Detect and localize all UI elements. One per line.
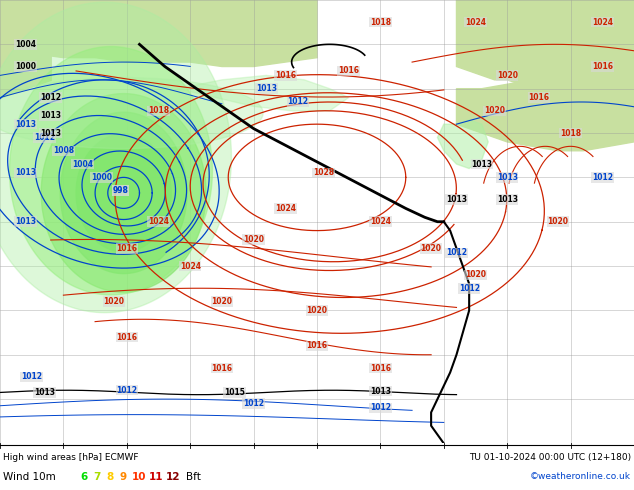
- Text: 1013: 1013: [15, 120, 36, 129]
- Text: 1012: 1012: [446, 248, 467, 257]
- Text: 1016: 1016: [592, 62, 613, 71]
- Text: 1020: 1020: [306, 306, 328, 315]
- Text: 1013: 1013: [496, 195, 518, 204]
- Text: 1024: 1024: [179, 262, 201, 270]
- Text: 1004: 1004: [72, 160, 93, 169]
- Text: 1020: 1020: [243, 235, 264, 244]
- Text: 998: 998: [112, 186, 129, 195]
- Text: 1020: 1020: [484, 106, 505, 115]
- Text: 1012: 1012: [592, 173, 613, 182]
- Text: 1024: 1024: [592, 18, 613, 26]
- Text: 1016: 1016: [370, 364, 391, 372]
- Text: 1012: 1012: [40, 93, 61, 102]
- Text: 1012: 1012: [34, 133, 55, 142]
- Text: 1020: 1020: [420, 244, 442, 253]
- Text: 1012: 1012: [370, 403, 391, 413]
- Polygon shape: [456, 67, 634, 151]
- Text: 9: 9: [119, 472, 126, 482]
- Text: 1013: 1013: [34, 388, 55, 397]
- Text: High wind areas [hPa] ECMWF: High wind areas [hPa] ECMWF: [3, 453, 138, 462]
- Text: 10: 10: [132, 472, 146, 482]
- Text: 1024: 1024: [370, 217, 391, 226]
- Text: 1016: 1016: [116, 244, 138, 253]
- Text: 1013: 1013: [370, 387, 391, 395]
- Text: 1016: 1016: [211, 364, 233, 372]
- Text: Wind 10m: Wind 10m: [3, 472, 56, 482]
- Polygon shape: [10, 47, 212, 295]
- Polygon shape: [60, 112, 187, 273]
- Text: 1020: 1020: [496, 71, 518, 80]
- Polygon shape: [456, 0, 634, 98]
- Text: 1016: 1016: [528, 93, 550, 102]
- Text: 1000: 1000: [15, 62, 36, 71]
- Text: 1020: 1020: [211, 297, 233, 306]
- Text: 1013: 1013: [15, 217, 36, 226]
- Text: 1013: 1013: [471, 160, 493, 169]
- Text: 1013: 1013: [496, 173, 518, 182]
- Text: 7: 7: [93, 472, 100, 482]
- Text: 1024: 1024: [148, 217, 169, 226]
- Text: 8: 8: [106, 472, 113, 482]
- Text: 1016: 1016: [116, 333, 138, 342]
- Text: 1020: 1020: [465, 270, 486, 279]
- Text: 1004: 1004: [15, 40, 36, 49]
- Text: 1016: 1016: [338, 67, 359, 75]
- Text: 12: 12: [166, 472, 181, 482]
- Text: 1000: 1000: [91, 173, 112, 182]
- Text: 11: 11: [149, 472, 164, 482]
- Text: 1024: 1024: [275, 204, 296, 213]
- Text: 1015: 1015: [224, 388, 245, 397]
- Polygon shape: [0, 0, 317, 67]
- Text: 1013: 1013: [446, 195, 467, 204]
- Text: Bft: Bft: [186, 472, 201, 482]
- Text: 1013: 1013: [40, 111, 61, 120]
- Text: ©weatheronline.co.uk: ©weatheronline.co.uk: [530, 472, 631, 481]
- Text: 6: 6: [80, 472, 87, 482]
- Polygon shape: [437, 120, 488, 169]
- Text: 1020: 1020: [103, 297, 125, 306]
- Text: 1013: 1013: [256, 84, 277, 93]
- Text: 1018: 1018: [370, 18, 391, 26]
- Text: 1008: 1008: [53, 147, 74, 155]
- Text: 1012: 1012: [458, 284, 480, 293]
- Text: 1016: 1016: [306, 342, 328, 350]
- Text: 1012: 1012: [243, 399, 264, 408]
- Text: 1020: 1020: [547, 217, 569, 226]
- Text: 1012: 1012: [287, 98, 309, 106]
- Text: 1016: 1016: [275, 71, 296, 80]
- Polygon shape: [178, 75, 349, 111]
- Text: 1012: 1012: [21, 372, 42, 381]
- Text: 1024: 1024: [465, 18, 486, 26]
- Text: 1018: 1018: [148, 106, 169, 115]
- Text: 1012: 1012: [116, 386, 138, 395]
- Text: 998: 998: [112, 186, 129, 195]
- Text: 1018: 1018: [560, 128, 581, 138]
- Polygon shape: [0, 77, 263, 148]
- Text: 1028: 1028: [313, 169, 334, 177]
- Text: 1013: 1013: [15, 169, 36, 177]
- Text: TU 01-10-2024 00:00 UTC (12+180): TU 01-10-2024 00:00 UTC (12+180): [469, 453, 631, 462]
- Polygon shape: [76, 134, 171, 252]
- Polygon shape: [0, 2, 231, 313]
- Polygon shape: [41, 94, 206, 292]
- Text: 1013: 1013: [40, 128, 61, 138]
